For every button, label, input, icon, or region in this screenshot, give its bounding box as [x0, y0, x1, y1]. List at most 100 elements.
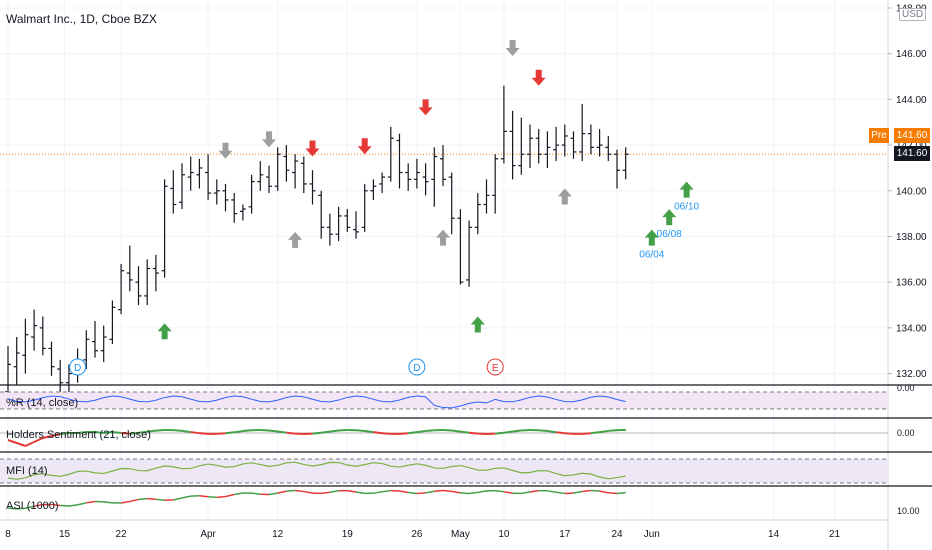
asi-segment: [225, 493, 235, 498]
asi-segment: [408, 491, 417, 495]
holders-sentiment-segment: [155, 429, 165, 432]
time-tick-label: 19: [342, 529, 354, 540]
holders-sentiment-segment: [33, 437, 44, 443]
ohlc-bar: [614, 149, 620, 189]
buy-signal-arrow: [288, 231, 303, 248]
projection-arrow: [679, 181, 694, 198]
holders-sentiment-segment: [312, 431, 322, 435]
ohlc-bar: [422, 163, 429, 196]
asi-segment: [208, 496, 217, 499]
holders-sentiment-segment: [468, 431, 478, 435]
time-tick-label: 8: [5, 529, 11, 540]
ohlc-bar: [231, 193, 238, 223]
price-axis-bg: [888, 0, 932, 550]
asi-segment: [33, 503, 43, 507]
ohlc-bar: [239, 204, 246, 221]
holders-sentiment-segment: [590, 431, 600, 435]
asi-segment: [60, 504, 69, 507]
ohlc-bar: [596, 129, 603, 157]
ohlc-bar: [213, 179, 220, 205]
time-tick-label: 15: [59, 529, 71, 540]
ohlc-bar: [326, 213, 333, 246]
ohlc-bar: [179, 163, 185, 210]
holders-sentiment-segment: [608, 429, 618, 432]
ohlc-bar: [553, 126, 560, 162]
asi-segment: [234, 492, 244, 496]
holders-sentiment-segment: [51, 433, 61, 437]
buy-signal-arrow: [557, 188, 572, 205]
asi-segment: [16, 507, 26, 510]
asi-segment: [303, 490, 313, 494]
holders-sentiment-segment: [216, 432, 226, 435]
ohlc-bar: [387, 126, 394, 182]
price-tick-label: 134.00: [896, 323, 927, 334]
holders-sentiment-segment: [538, 429, 548, 433]
ohlc-bar: [318, 190, 325, 239]
asi-segment: [25, 505, 35, 509]
event-marker: [69, 358, 87, 376]
ohlc-bar: [170, 170, 177, 214]
holders-sentiment-segment: [425, 429, 435, 432]
ohlc-bar: [274, 147, 281, 191]
asi-segment: [173, 497, 183, 501]
holders-sentiment-segment: [121, 432, 130, 435]
ohlc-bar: [100, 325, 107, 363]
projection-date-label: 06/10: [674, 202, 699, 213]
holders-sentiment-segment: [451, 429, 461, 433]
holders-sentiment-value: 0.00: [897, 428, 915, 438]
sell-signal-arrow: [218, 142, 233, 159]
ohlc-bar: [266, 165, 272, 194]
price-tick-label: 136.00: [896, 278, 927, 289]
buy-signal-arrow: [436, 229, 450, 246]
holders-sentiment-segment: [234, 430, 244, 434]
holders-sentiment-segment: [373, 431, 383, 435]
time-tick-label: 22: [116, 529, 128, 540]
ohlc-bar: [605, 135, 612, 162]
ohlc-bar: [187, 156, 194, 191]
holders-sentiment-segment: [138, 430, 148, 434]
holders-sentiment-segment: [338, 429, 348, 432]
holders-sentiment-segment: [112, 431, 122, 434]
event-marker-label: D: [74, 363, 81, 374]
mfi-label: MFI (14): [6, 465, 48, 477]
currency-badge[interactable]: USD: [899, 8, 927, 21]
holders-sentiment-segment: [547, 430, 557, 434]
asi-segment: [129, 498, 139, 503]
ohlc-bar: [544, 131, 551, 168]
time-tick-label: 10: [498, 529, 510, 540]
asi-segment: [495, 489, 505, 493]
asi-segment: [347, 489, 357, 493]
holders-sentiment-segment: [77, 431, 87, 434]
asi-segment: [147, 497, 156, 501]
ohlc-bar: [309, 170, 316, 205]
asi-segment: [199, 495, 209, 498]
holders-sentiment-segment: [329, 429, 339, 433]
holders-sentiment-segment: [355, 429, 365, 432]
asi-segment: [381, 489, 391, 493]
ohlc-bar: [466, 220, 473, 287]
asi-segment: [355, 491, 365, 495]
asi-segment: [469, 491, 478, 495]
projection-date-label: 06/08: [657, 229, 682, 240]
ohlc-bar: [257, 161, 264, 191]
ohlc-bar: [92, 321, 98, 358]
ohlc-bar: [248, 174, 255, 214]
holders-sentiment-label: Holders Sentiment (21, close): [6, 429, 151, 441]
asi-segment: [416, 492, 426, 495]
asi-value: 10.00: [897, 506, 920, 516]
ohlc-bar: [31, 309, 38, 351]
ohlc-bar: [396, 133, 403, 189]
holders-sentiment-segment: [181, 429, 191, 434]
asi-segment: [399, 490, 409, 494]
ohlc-bar: [509, 110, 516, 180]
ohlc-bar: [152, 254, 159, 292]
price-tick-label: 132.00: [896, 369, 927, 380]
sell-signal-arrow: [305, 140, 320, 157]
grid: [0, 0, 888, 520]
event-marker-label: E: [492, 363, 499, 374]
projection-date-label: 06/04: [639, 250, 664, 261]
holders-sentiment-segment: [564, 432, 574, 435]
asi-segment: [86, 500, 96, 504]
asi-segment: [120, 500, 130, 504]
